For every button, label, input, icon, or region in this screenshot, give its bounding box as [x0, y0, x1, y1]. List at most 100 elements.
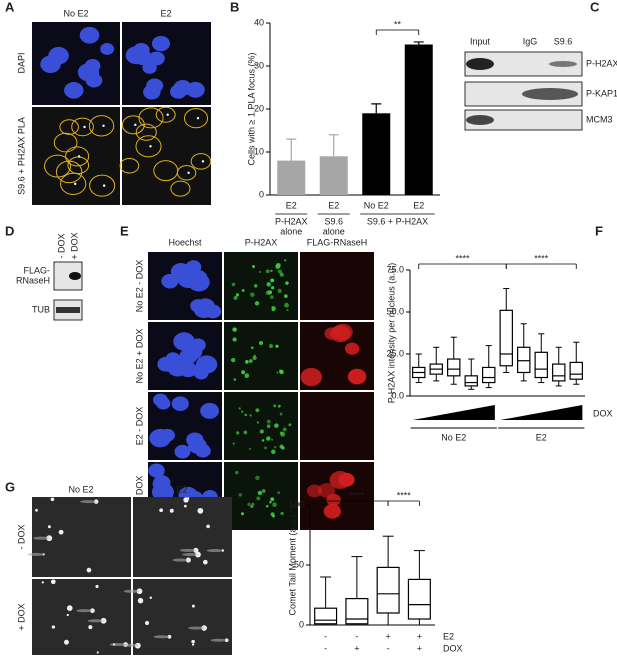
group-label: No E2	[441, 432, 466, 442]
focus	[255, 408, 260, 413]
comet-tail	[210, 638, 227, 642]
error-bar	[286, 138, 297, 161]
nucleus	[347, 368, 367, 385]
y-tick-label: 0	[299, 619, 304, 629]
y-tick-label: 100	[289, 499, 304, 509]
nucleus	[326, 493, 341, 506]
nucleus-outline	[44, 154, 71, 178]
focus	[256, 496, 261, 501]
focus	[276, 371, 279, 374]
micrograph	[224, 322, 298, 390]
pla-focus	[102, 184, 106, 187]
column-label: E2	[160, 8, 171, 18]
focus	[243, 430, 248, 435]
comet-tail	[179, 548, 196, 552]
nucleus-outline	[60, 172, 87, 195]
focus	[265, 269, 270, 274]
micrograph	[300, 252, 374, 320]
comet-head	[169, 508, 174, 513]
nucleus-outline	[119, 157, 140, 174]
focus	[273, 404, 277, 408]
row-label: E2	[443, 631, 454, 641]
bar	[362, 113, 391, 195]
focus	[235, 293, 240, 297]
nucleus	[174, 444, 191, 459]
band-label: MCM3	[586, 114, 613, 124]
focus	[277, 269, 282, 274]
band-label: TUB	[32, 304, 50, 314]
nucleus	[148, 463, 165, 478]
band-label: P-H2AX	[586, 58, 617, 68]
focus	[234, 470, 239, 475]
focus	[255, 475, 260, 481]
focus	[271, 307, 276, 312]
blot	[464, 109, 583, 131]
pla-focus	[187, 171, 190, 174]
comet-head	[66, 613, 69, 617]
nucleus-outline	[53, 132, 78, 153]
band	[466, 58, 494, 70]
x-tick-label: E2	[286, 200, 297, 210]
comet-head	[184, 504, 187, 508]
box	[534, 351, 548, 379]
comet-head	[191, 639, 195, 644]
pla-focus	[166, 113, 169, 116]
focus	[249, 414, 252, 417]
panel-letter: C	[590, 0, 600, 14]
focus	[248, 359, 253, 363]
focus	[263, 446, 267, 450]
band-label: RNaseH	[16, 275, 50, 285]
focus	[285, 281, 289, 285]
nucleus-outline	[59, 119, 79, 135]
nucleus	[195, 355, 218, 374]
focus	[267, 438, 270, 441]
nucleus-outline	[170, 180, 191, 197]
nucleus	[200, 402, 220, 419]
comet-head	[195, 551, 201, 558]
nucleus	[153, 393, 168, 407]
focus	[251, 346, 254, 350]
focus	[268, 344, 274, 349]
focus	[261, 439, 265, 442]
nucleus	[306, 484, 322, 498]
comet-tail	[153, 635, 170, 639]
pla-focus	[77, 155, 81, 158]
row-label: - DOX	[16, 524, 26, 549]
box	[464, 375, 478, 387]
focus	[283, 294, 288, 299]
dose-ramp	[412, 405, 495, 420]
focus	[247, 502, 251, 507]
focus	[272, 514, 275, 518]
micrograph	[133, 497, 232, 577]
bar	[404, 44, 433, 195]
lane-label: - DOX	[56, 233, 66, 258]
focus	[248, 447, 252, 450]
focus	[230, 357, 236, 363]
row-label: No E2 - DOX	[134, 260, 144, 313]
band-label: FLAG-	[23, 265, 50, 275]
y-tick-label: 25.0	[386, 348, 404, 358]
focus	[232, 337, 237, 342]
focus	[274, 423, 279, 428]
focus	[275, 264, 281, 270]
y-axis-title: P-H2AX intensity per nucleus (a.u.)	[386, 263, 396, 404]
nucleus-outline	[176, 165, 197, 181]
focus	[245, 360, 249, 364]
focus	[254, 301, 260, 306]
micrograph	[32, 579, 131, 655]
lane-label: S9.6	[554, 36, 573, 46]
nucleus-outline	[135, 123, 157, 141]
comet-head	[112, 643, 116, 646]
group-label: P-H2AX	[275, 216, 308, 226]
panel-letter: B	[230, 0, 239, 14]
nucleus	[344, 342, 360, 355]
nucleus	[324, 327, 340, 340]
focus	[250, 292, 255, 297]
nucleus	[148, 51, 165, 66]
pla-focus	[201, 160, 205, 163]
condition-sign: +	[385, 631, 390, 641]
comet-head	[86, 567, 92, 573]
focus	[252, 355, 257, 361]
pla-focus	[149, 145, 152, 148]
condition-sign: -	[324, 643, 327, 653]
